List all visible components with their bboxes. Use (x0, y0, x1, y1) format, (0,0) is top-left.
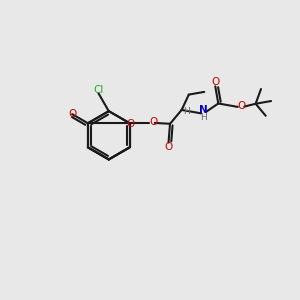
Text: O: O (149, 117, 158, 127)
Text: Cl: Cl (93, 85, 104, 95)
Text: H: H (200, 113, 207, 122)
Text: O: O (164, 142, 173, 152)
Text: H: H (183, 107, 190, 116)
Text: O: O (238, 101, 246, 111)
Text: N: N (199, 105, 208, 116)
Text: O: O (126, 119, 134, 129)
Text: O: O (68, 109, 76, 119)
Text: O: O (211, 77, 219, 87)
